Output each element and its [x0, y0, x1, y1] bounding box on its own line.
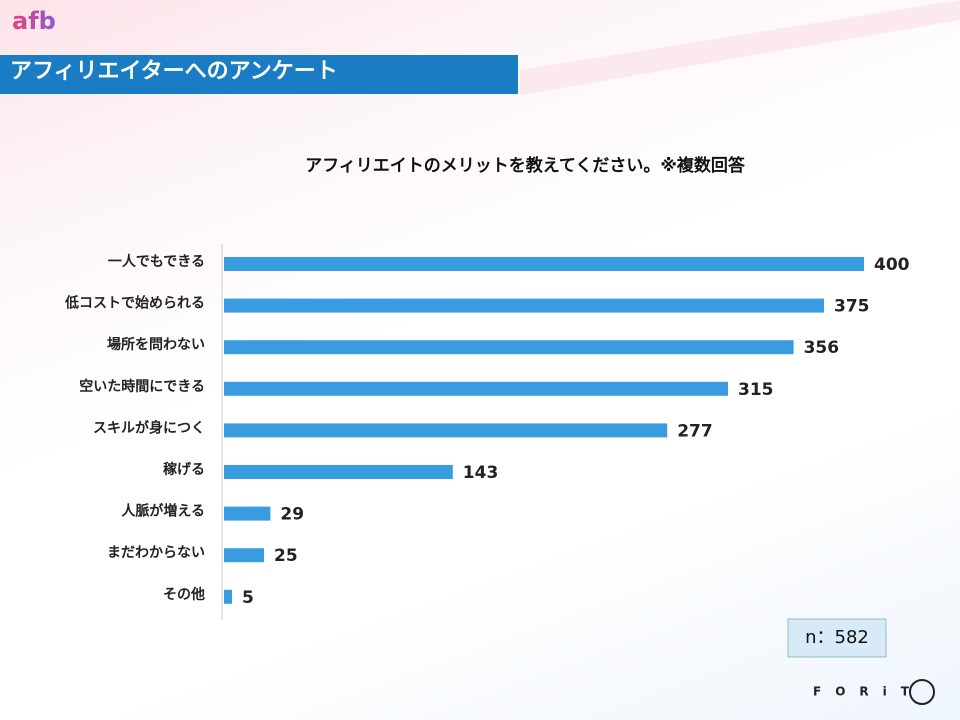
category-label: 人脈が増える [121, 503, 205, 520]
value-label: 277 [677, 421, 713, 441]
bar [224, 589, 232, 604]
note: n：582 [805, 627, 869, 648]
value-label: 143 [463, 463, 499, 483]
bar [224, 548, 264, 563]
note-box [787, 618, 887, 658]
category-label: 稼げる [163, 461, 205, 478]
bar [224, 465, 453, 479]
bar [224, 506, 271, 521]
logo: afb [12, 7, 56, 35]
category-label: その他 [163, 586, 205, 603]
footer-icon [909, 679, 935, 705]
bar [224, 298, 824, 313]
chart-title: アフィリエイトのメリットを教えてください。※複数回答 [305, 155, 746, 176]
category-label: 低コストで始められる [64, 295, 205, 312]
value-label: 375 [834, 297, 870, 317]
value-label: 356 [804, 338, 840, 358]
category-label: まだわからない [107, 545, 205, 561]
category-label: 場所を問わない [107, 336, 205, 353]
bar [224, 423, 668, 438]
bar [224, 381, 728, 396]
header-title: アフィリエイターへのアンケート [10, 59, 338, 84]
value-label: 400 [874, 255, 910, 275]
category-label: 一人でもできる [108, 253, 205, 270]
value-label: 5 [242, 588, 254, 608]
value-label: 29 [280, 505, 304, 525]
decor [520, 0, 960, 95]
category-label: スキルが身につく [93, 419, 205, 436]
bar [224, 257, 864, 271]
header-band [0, 55, 518, 94]
bar [224, 340, 794, 355]
category-label: 空いた時間にできる [79, 378, 205, 395]
footer-logo: FORiT [813, 685, 923, 699]
value-label: 315 [738, 380, 774, 400]
value-label: 25 [274, 546, 298, 566]
